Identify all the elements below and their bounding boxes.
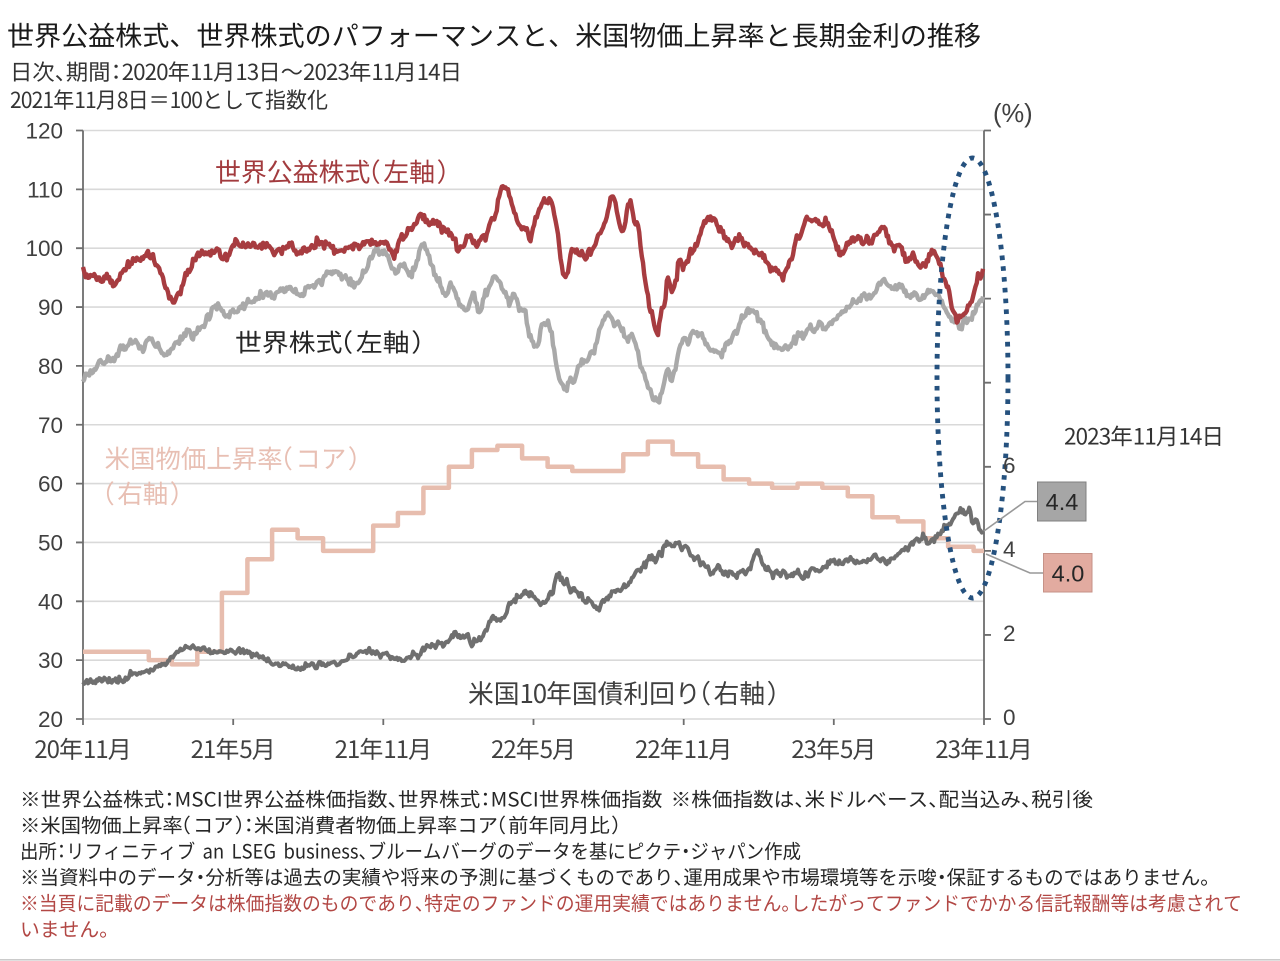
- svg-text:80: 80: [38, 354, 63, 379]
- svg-text:(%): (%): [993, 100, 1033, 128]
- svg-text:40: 40: [38, 589, 63, 614]
- svg-text:6: 6: [1003, 453, 1016, 478]
- svg-text:90: 90: [38, 295, 63, 320]
- svg-text:30: 30: [38, 648, 63, 673]
- svg-text:60: 60: [38, 472, 63, 497]
- svg-text:0: 0: [1003, 705, 1016, 730]
- svg-text:70: 70: [38, 413, 63, 438]
- svg-text:4.4: 4.4: [1046, 489, 1079, 515]
- svg-text:2: 2: [1003, 621, 1016, 646]
- svg-text:120: 120: [25, 119, 63, 144]
- svg-text:4: 4: [1003, 537, 1016, 562]
- svg-text:4.0: 4.0: [1052, 561, 1085, 587]
- svg-text:50: 50: [38, 530, 63, 555]
- svg-text:110: 110: [27, 177, 63, 202]
- svg-text:20: 20: [38, 707, 63, 732]
- svg-text:100: 100: [25, 236, 63, 261]
